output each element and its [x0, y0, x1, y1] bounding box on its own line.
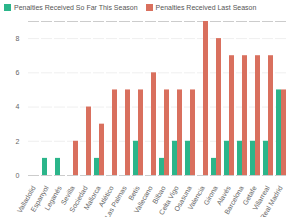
- svg-text:Las Palmas: Las Palmas: [103, 184, 128, 217]
- svg-text:0: 0: [16, 172, 20, 179]
- svg-text:Leganés: Leganés: [43, 184, 64, 212]
- svg-text:Barcelona: Barcelona: [223, 185, 245, 216]
- svg-text:Alavés: Alavés: [215, 184, 232, 207]
- svg-text:Espanyol: Espanyol: [29, 184, 50, 214]
- svg-text:Villarreal: Villarreal: [251, 184, 271, 212]
- svg-text:8: 8: [16, 35, 20, 42]
- svg-text:Valladolid: Valladolid: [15, 184, 37, 214]
- svg-text:2: 2: [16, 138, 20, 145]
- svg-text:Betis: Betis: [127, 184, 141, 202]
- svg-text:Vallecano: Vallecano: [133, 185, 154, 215]
- svg-text:Getafe: Getafe: [241, 184, 258, 207]
- svg-text:Valencia: Valencia: [187, 185, 206, 211]
- svg-text:Girona: Girona: [202, 184, 219, 207]
- svg-text:6: 6: [16, 69, 20, 76]
- svg-text:Sevilla: Sevilla: [59, 184, 76, 206]
- html-text:Penalties Received So Far This: Penalties Received So Far This Season: [14, 4, 138, 11]
- svg-text:Mallorca: Mallorca: [83, 185, 102, 212]
- svg-text:Atlético: Atlético: [97, 184, 115, 208]
- svg-text:Real Madrid: Real Madrid: [259, 185, 284, 217]
- svg-text:Sociedad: Sociedad: [68, 184, 89, 214]
- html-text:Penalties Received Last Season: Penalties Received Last Season: [155, 4, 257, 11]
- svg-text:Celta Vigo: Celta Vigo: [157, 184, 180, 216]
- svg-text:Bilbao: Bilbao: [151, 184, 167, 205]
- svg-text:Osasuna: Osasuna: [172, 184, 193, 213]
- svg-text:4: 4: [16, 103, 20, 110]
